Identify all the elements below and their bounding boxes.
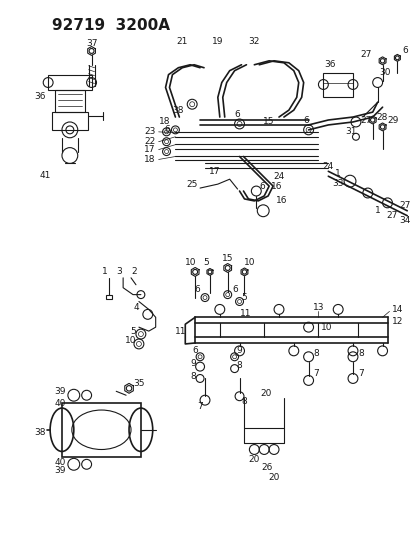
Text: 32: 32 [248, 37, 259, 46]
Text: 40: 40 [54, 399, 66, 408]
Text: 1: 1 [335, 169, 340, 178]
Text: 1: 1 [101, 268, 107, 277]
Text: 28: 28 [375, 112, 386, 122]
Text: 27: 27 [359, 51, 370, 59]
Text: 18: 18 [159, 117, 170, 126]
Text: 39: 39 [54, 466, 66, 475]
Text: 8: 8 [357, 349, 363, 358]
Bar [48, 75, 91, 91]
Text: 8: 8 [190, 372, 196, 381]
Text: 27: 27 [399, 201, 410, 211]
Text: 17: 17 [144, 145, 155, 154]
Text: 37: 37 [85, 38, 97, 47]
Text: 8: 8 [313, 349, 318, 358]
Text: 9: 9 [236, 346, 242, 356]
Text: 7: 7 [197, 401, 202, 410]
Text: 6: 6 [234, 110, 240, 118]
Bar [106, 295, 112, 298]
Text: 18: 18 [144, 155, 155, 164]
Text: 20: 20 [268, 473, 279, 482]
Bar [55, 91, 84, 112]
Text: 1: 1 [374, 206, 380, 215]
Text: 10: 10 [184, 257, 195, 266]
Bar [323, 72, 352, 98]
Text: 27: 27 [359, 116, 370, 125]
Text: 10: 10 [125, 336, 136, 345]
Text: 6: 6 [192, 346, 197, 356]
Text: 38: 38 [34, 428, 46, 437]
Text: 20: 20 [248, 455, 259, 464]
Text: 5: 5 [203, 257, 209, 266]
Text: 24: 24 [322, 162, 333, 171]
Text: 41: 41 [39, 171, 51, 180]
Text: 7: 7 [357, 369, 363, 378]
Text: 34: 34 [399, 216, 410, 225]
Text: 33: 33 [332, 179, 343, 188]
Text: 19: 19 [211, 37, 223, 46]
Text: 25: 25 [186, 180, 198, 189]
Text: 27: 27 [386, 211, 397, 220]
Text: 38: 38 [172, 106, 184, 115]
Text: 15: 15 [263, 117, 274, 126]
Text: 16: 16 [275, 196, 287, 205]
Text: 15: 15 [221, 254, 233, 263]
Text: 20: 20 [260, 389, 271, 398]
Text: 36: 36 [34, 92, 46, 101]
Text: 10: 10 [320, 322, 331, 332]
Text: 92719  3200A: 92719 3200A [52, 19, 170, 34]
Text: 13: 13 [312, 303, 323, 312]
Text: 30: 30 [379, 68, 390, 77]
Text: 8: 8 [241, 397, 247, 406]
Text: 16: 16 [271, 182, 282, 191]
Text: 40: 40 [54, 458, 66, 467]
Text: 36: 36 [324, 60, 335, 69]
Text: 22: 22 [144, 137, 155, 146]
Text: 5: 5 [241, 293, 247, 302]
Text: 7: 7 [313, 369, 318, 378]
Text: 29: 29 [387, 116, 398, 125]
Bar [62, 403, 140, 457]
Text: 23: 23 [144, 127, 155, 136]
Text: 21: 21 [176, 37, 188, 46]
Text: 8: 8 [236, 361, 242, 370]
Text: 35: 35 [133, 379, 144, 388]
Text: 6: 6 [401, 46, 407, 55]
Text: 11: 11 [239, 309, 250, 318]
Text: 6: 6 [303, 116, 309, 125]
Text: 39: 39 [54, 387, 66, 396]
Text: 12: 12 [392, 317, 403, 326]
Text: 17: 17 [209, 167, 220, 176]
Bar [52, 112, 88, 130]
Text: 4: 4 [133, 303, 138, 312]
Text: 6: 6 [259, 182, 264, 191]
Text: 3: 3 [116, 268, 122, 277]
Text: 24: 24 [273, 172, 284, 181]
Text: 6: 6 [232, 285, 238, 294]
Text: 2: 2 [131, 268, 136, 277]
Text: 31: 31 [344, 127, 356, 136]
Text: 14: 14 [392, 305, 403, 314]
Text: 9: 9 [190, 359, 196, 368]
Text: 11: 11 [174, 327, 186, 336]
Text: 26: 26 [261, 463, 272, 472]
Text: 6: 6 [164, 125, 170, 134]
Text: 6: 6 [194, 285, 199, 294]
Text: 5: 5 [130, 327, 135, 336]
Text: 10: 10 [243, 257, 254, 266]
